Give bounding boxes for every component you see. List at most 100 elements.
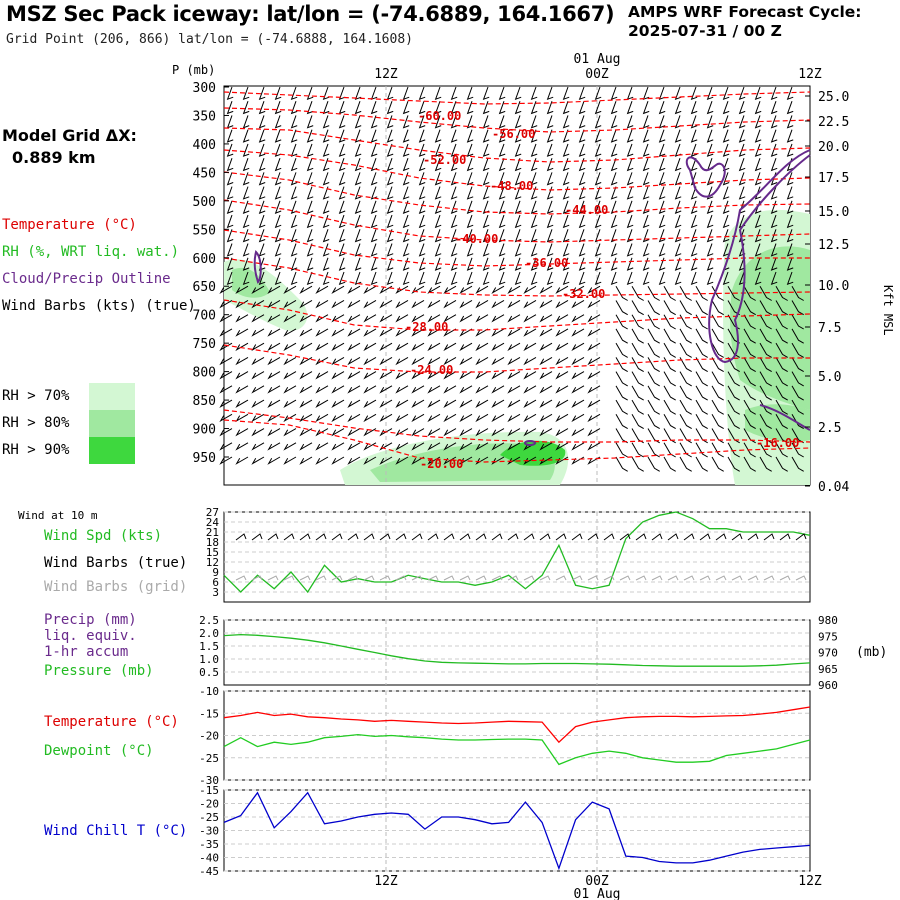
wind-barb-grid [379,575,391,581]
wind-barb [418,257,426,271]
wind-barb-grid [411,575,423,581]
wind-barb [363,314,377,323]
wind-barb [642,172,650,186]
wind-barb [427,342,441,352]
wind-barb [219,285,233,295]
wind-barb [647,456,660,472]
wind-barb [706,214,714,229]
wind-barb [395,456,409,465]
wind-barb [530,115,538,129]
temp-ytick: -25 [199,752,219,765]
wind-barb [615,328,628,344]
wind-barb [631,385,644,401]
wind-barb [578,157,586,172]
wind-barb [242,271,250,286]
wind-barb-grid [363,575,375,581]
wind-barb [562,129,570,143]
wind-barb [530,257,538,271]
xsec-ylabel-right: Kft MSL [881,285,895,336]
wind-barb-grid [443,575,455,581]
wind-barb [679,342,692,358]
wind-barb [647,385,660,401]
wind-barb [242,257,250,271]
wind-barb [775,371,788,387]
wind-barb [402,186,410,200]
xtick-bottom-00z: 00Z [585,874,609,889]
wind-barb [475,314,489,323]
wind-barb [594,172,602,186]
wind-barb [370,200,378,214]
wind-barb [274,200,282,214]
wind-barb [562,214,570,229]
wind-barb [450,115,458,129]
wind-barb [695,300,708,316]
wind-barb [738,172,746,186]
wind-barb [626,186,634,200]
wind-barb-true [539,533,551,541]
isotherm-label: -16.00 [756,436,799,450]
wind-barb [642,214,650,229]
wind-barb [690,186,698,200]
wind-barb [331,442,345,451]
wind-barb [722,86,730,101]
wind-barb [274,271,282,286]
wind-barb [647,314,660,330]
wind-barb-true [555,533,567,541]
wind-barb [642,200,650,214]
wind-barb [290,214,298,229]
wind-barb [674,101,682,115]
height-tick: 12.5 [818,238,849,253]
wind-barb [507,328,521,337]
wind-barb [514,214,522,229]
wind-barb-true [667,533,679,541]
wind-barb [283,428,297,437]
wind-barb [443,314,457,323]
wind-barb [523,385,537,394]
wind-barb [775,414,788,430]
wind-barb [482,143,490,157]
wind-barb [587,285,601,295]
wind-barb [418,214,426,229]
wind-barb [690,214,698,229]
wind-barb [379,456,393,465]
wind-barb [274,129,282,143]
wind-barb [727,385,740,401]
wind-barb [267,314,281,323]
wind-barb [615,456,628,472]
wind-barb [507,399,521,408]
wind-barb [386,243,394,257]
pressure-ytick-right: 980 [818,614,838,627]
wind-barb [775,314,788,330]
wind-barb [658,172,666,186]
wind-barb-true [331,533,343,541]
wind-barb [727,414,740,430]
wind-barb-true [235,533,247,541]
wind-barb [658,200,666,214]
wind-ytick: 12 [206,556,219,569]
legend-cloud-outline: Cloud/Precip Outline [2,271,171,287]
wind-barb [395,328,409,337]
wind-barb [738,229,746,243]
wind-barb [539,413,553,423]
wind-barb [610,86,618,101]
wind-barb [242,214,250,229]
wind-barb [427,371,441,380]
wind-barb [546,214,554,229]
wind-barb [395,342,409,352]
wind-barb [658,257,666,271]
wind-barb [347,342,361,352]
wind-barb [562,200,570,214]
wind-barb-true [283,533,295,541]
wind-barb [690,115,698,129]
wind-barb [663,328,676,344]
wind-barb [674,214,682,229]
wind-barb [242,229,250,243]
wind-barb [578,271,586,286]
wind-barb [786,200,794,214]
wind-barb [482,172,490,186]
wind-barb [546,86,554,101]
isotherm-4 [223,171,811,215]
cloud-outline-main [708,149,811,364]
wind-barb [274,157,282,172]
wind-barb [578,86,586,101]
